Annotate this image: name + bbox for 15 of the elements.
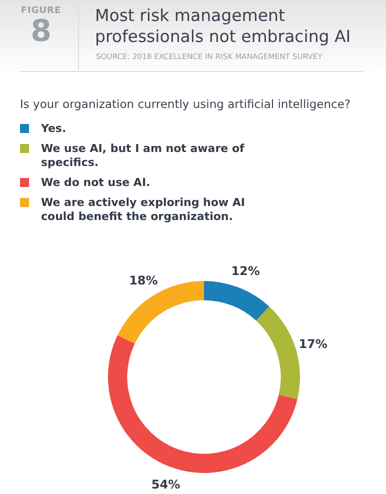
data-label: 18%	[129, 273, 158, 288]
legend-label: Yes.	[41, 122, 66, 136]
donut-slice	[256, 306, 300, 400]
donut-slice	[204, 281, 270, 321]
data-label: 12%	[231, 264, 260, 278]
text: 8	[30, 14, 52, 49]
chart-subtitle: Is your organization currently using artificial intelligence?	[20, 97, 352, 111]
text: FIGURE	[20, 6, 62, 16]
data-label: 17%	[298, 336, 328, 351]
legend-label: We use AI, but I am not aware of specifics.	[41, 142, 246, 170]
data-label: 54%	[151, 477, 180, 492]
legend-label: We do not use AI.	[41, 176, 150, 190]
legend-label: We are actively exploring how AI could benefit the organization.	[41, 196, 246, 224]
donut-slice	[108, 335, 298, 473]
chart-title: Most risk management professionals not embracing AI	[95, 5, 352, 47]
